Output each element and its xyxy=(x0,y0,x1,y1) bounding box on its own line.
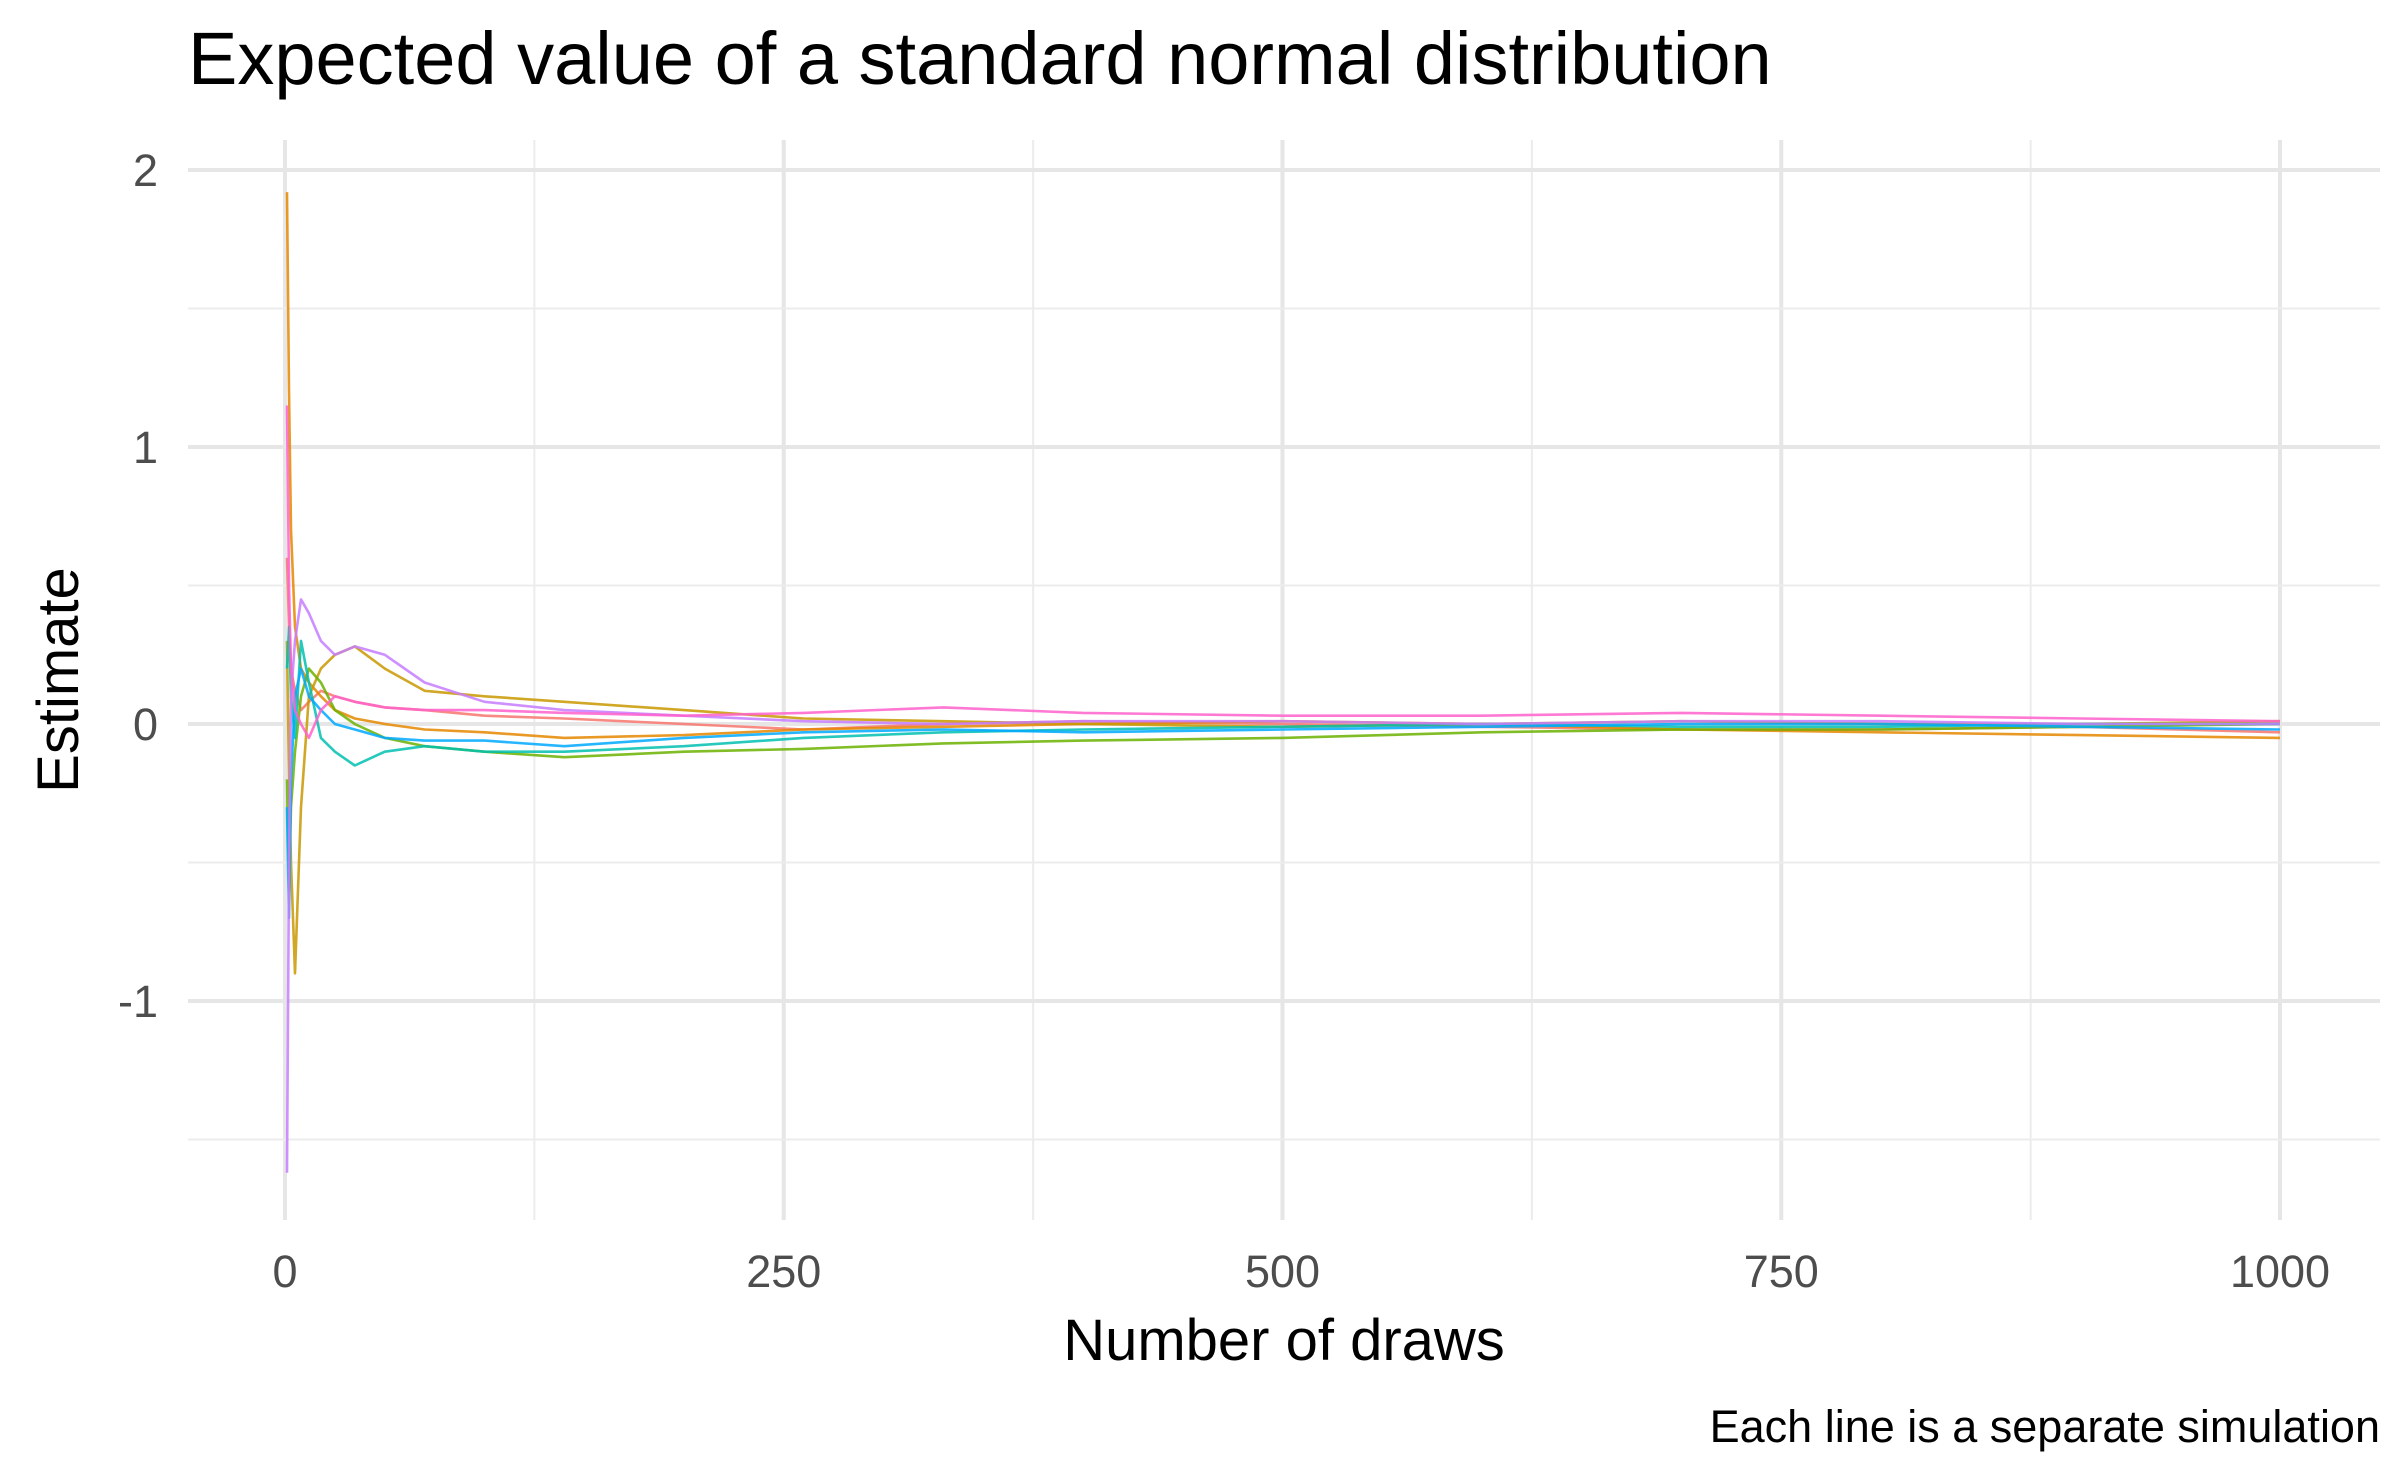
y-tick-label: 2 xyxy=(133,145,158,196)
x-tick-label: 0 xyxy=(272,1246,297,1297)
x-axis-ticks: 0 250 500 750 1000 xyxy=(272,1246,2330,1297)
y-tick-label: 1 xyxy=(133,422,158,473)
x-axis-title: Number of draws xyxy=(1063,1308,1505,1373)
y-tick-label: 0 xyxy=(133,699,158,750)
series-line-7 xyxy=(285,598,2280,1173)
x-tick-label: 500 xyxy=(1245,1246,1320,1297)
y-axis-ticks: -1 0 1 2 xyxy=(118,145,158,1027)
y-tick-label: -1 xyxy=(118,976,158,1027)
x-tick-label: 250 xyxy=(746,1246,821,1297)
y-axis-title: Estimate xyxy=(26,567,91,793)
grid-lines xyxy=(188,140,2380,1220)
chart-title: Expected value of a standard normal dist… xyxy=(188,17,1772,100)
series-lines xyxy=(285,192,2281,1173)
series-line-8 xyxy=(285,405,2281,740)
series-line-6 xyxy=(285,667,2281,920)
x-tick-label: 750 xyxy=(1744,1246,1819,1297)
x-tick-label: 1000 xyxy=(2230,1246,2330,1297)
chart-caption: Each line is a separate simulation xyxy=(1709,1401,2380,1452)
